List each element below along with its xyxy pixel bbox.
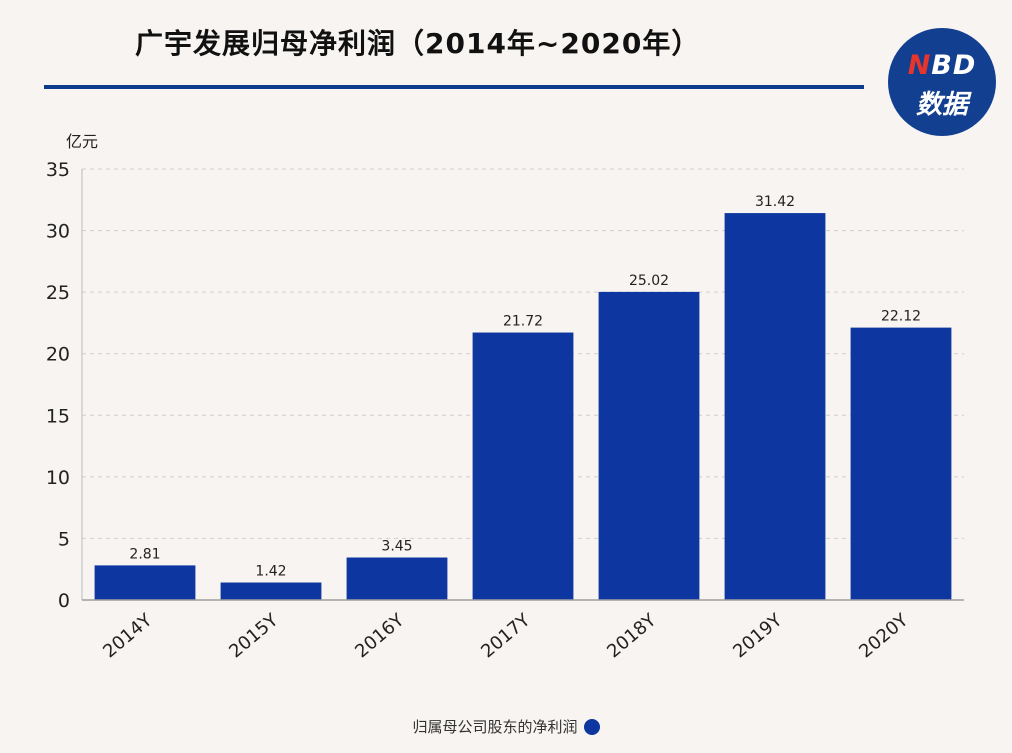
bar [598, 291, 700, 600]
y-tick-label: 20 [46, 344, 70, 366]
x-tick-label: 2020Y [855, 609, 913, 662]
x-tick-label: 2017Y [477, 609, 535, 662]
bar [724, 213, 826, 600]
logo-line2: 数据 [915, 90, 968, 120]
bar [94, 565, 196, 600]
data-label: 22.12 [881, 309, 921, 325]
y-tick-label: 15 [46, 405, 70, 427]
data-label: 3.45 [381, 539, 412, 555]
y-tick-label: 10 [46, 467, 70, 489]
legend-swatch [583, 719, 600, 735]
bar [220, 582, 322, 600]
legend-label: 归属母公司股东的净利润 [412, 718, 578, 736]
data-label: 21.72 [503, 314, 543, 330]
chart-title: 广宇发展归母净利润（2014年~2020年） [135, 27, 701, 60]
y-tick-label: 35 [46, 159, 70, 181]
x-tick-label: 2019Y [729, 609, 787, 662]
bar [346, 557, 448, 600]
y-tick-label: 0 [58, 590, 70, 612]
y-axis-unit-label: 亿元 [66, 132, 99, 151]
y-tick-label: 30 [46, 221, 70, 243]
y-tick-label: 5 [58, 528, 70, 550]
bar [850, 327, 952, 600]
data-label: 25.02 [629, 273, 669, 289]
x-tick-label: 2014Y [99, 609, 157, 662]
logo-line1: NBD [907, 50, 977, 81]
data-label: 1.42 [255, 564, 286, 580]
x-tick-label: 2015Y [225, 609, 283, 662]
y-tick-label: 25 [46, 282, 70, 304]
title-underline [44, 85, 864, 89]
bar [472, 332, 574, 600]
nbd-data-logo: NBD 数据 [888, 28, 996, 136]
x-tick-label: 2018Y [603, 609, 661, 662]
data-label: 2.81 [129, 546, 160, 562]
data-label: 31.42 [755, 194, 795, 210]
x-tick-label: 2016Y [351, 609, 409, 662]
legend: 归属母公司股东的净利润 [0, 716, 1012, 737]
